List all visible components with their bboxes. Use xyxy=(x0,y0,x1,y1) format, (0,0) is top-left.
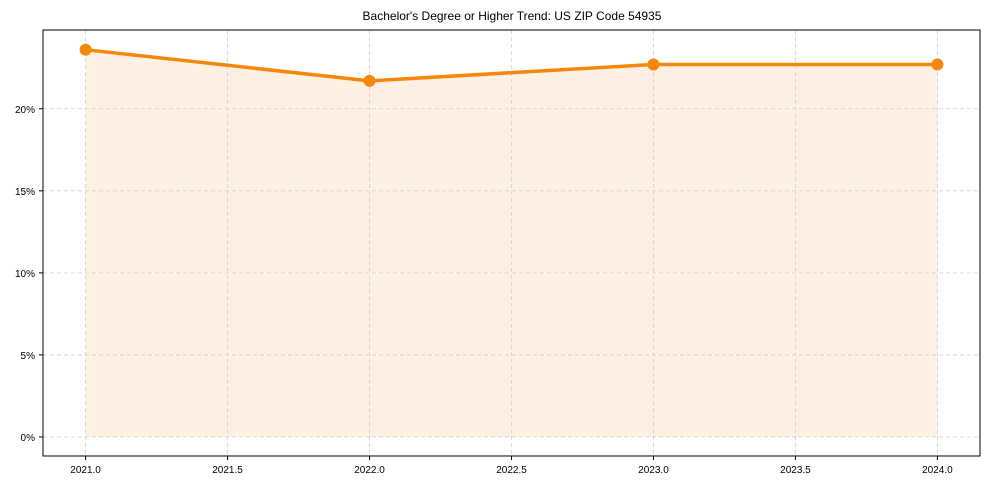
y-tick-label: 20% xyxy=(15,105,35,116)
data-point-marker xyxy=(79,43,92,56)
data-point-marker xyxy=(363,74,376,87)
plot-area: 2021.0 2021.5 2022.0 2022.5 2023.0 2023.5 2024… xyxy=(15,29,981,476)
y-tick-label: 15% xyxy=(15,187,35,198)
data-point-marker xyxy=(931,58,944,71)
chart-title: Bachelor's Degree or Higher Trend: US ZI… xyxy=(363,9,662,23)
x-tick-label: 2021.5 xyxy=(212,465,243,476)
y-tick-label: 5% xyxy=(21,351,36,362)
x-tick-label: 2021.0 xyxy=(70,465,101,476)
x-tick-label: 2024.0 xyxy=(922,465,953,476)
y-tick-label: 0% xyxy=(21,433,36,444)
x-tick-label: 2023.5 xyxy=(780,465,811,476)
data-point-marker xyxy=(647,58,660,71)
data-line xyxy=(85,47,938,83)
x-tick-label: 2022.5 xyxy=(496,465,527,476)
x-tick-label: 2022.0 xyxy=(354,465,385,476)
y-tick-label: 10% xyxy=(15,269,35,280)
x-tick-label: 2023.0 xyxy=(638,465,669,476)
